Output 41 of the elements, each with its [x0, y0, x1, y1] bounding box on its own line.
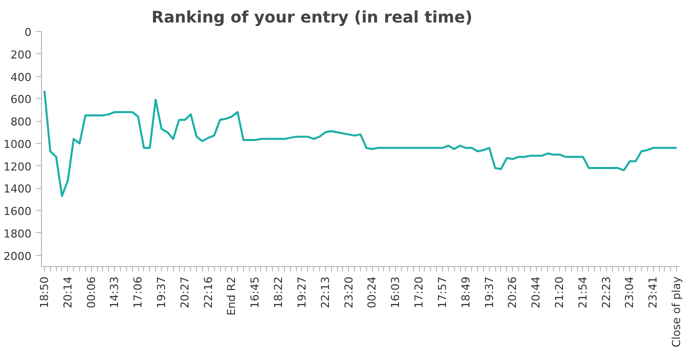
- x-tick-label: 14:33: [108, 276, 122, 308]
- x-tick-label: 00:24: [366, 276, 379, 308]
- y-tick-label: 200: [10, 48, 32, 62]
- x-tick-label: 17:20: [412, 276, 426, 308]
- x-tick-label: 18:50: [38, 276, 51, 308]
- y-tick-label: 1400: [4, 182, 32, 196]
- x-tick-label: Close of play: [670, 276, 684, 348]
- y-tick-label: 2000: [4, 250, 32, 263]
- y-tick-label: 1000: [4, 138, 32, 151]
- x-tick-label: 19:37: [482, 276, 496, 308]
- x-tick-label: 18:22: [272, 276, 286, 308]
- x-tick-label: 21:20: [553, 276, 566, 308]
- x-tick-label: 23:04: [623, 276, 636, 308]
- y-tick-label: 400: [10, 70, 32, 84]
- y-tick-label: 1800: [4, 227, 32, 240]
- x-tick-label: 20:27: [178, 276, 192, 308]
- y-tick-label: 800: [10, 116, 32, 129]
- x-tick-label: 22:16: [202, 276, 215, 308]
- x-tick-label: 20:26: [506, 276, 520, 308]
- x-tick-label: 22:13: [318, 276, 332, 308]
- y-tick-label: 1200: [4, 160, 32, 174]
- x-tick-label: 21:54: [576, 276, 590, 308]
- x-tick-label: 23:41: [646, 276, 660, 308]
- line-series: [43, 90, 678, 197]
- x-tick-label: End R2: [225, 276, 238, 316]
- x-tick-label: 20:44: [530, 276, 543, 308]
- chart-title: Ranking of your entry (in real time): [152, 8, 472, 26]
- y-tick-label: 1600: [4, 205, 32, 218]
- x-tick-label: 16:03: [389, 276, 402, 308]
- x-tick-label: 00:06: [84, 276, 98, 308]
- x-tick-label: 19:37: [154, 276, 168, 308]
- y-tick-label: 600: [10, 93, 32, 106]
- x-tick-label: 19:27: [295, 276, 308, 308]
- x-tick-label: 17:06: [132, 276, 145, 308]
- x-tick-label: 23:20: [342, 276, 356, 308]
- x-tick-label: 20:14: [61, 276, 74, 308]
- x-tick-label: 17:57: [436, 276, 449, 308]
- y-tick-label: 0: [24, 26, 32, 39]
- x-tick-label: 16:45: [248, 276, 262, 308]
- x-tick-label: 18:49: [459, 276, 472, 308]
- x-tick-label: 22:23: [600, 276, 613, 308]
